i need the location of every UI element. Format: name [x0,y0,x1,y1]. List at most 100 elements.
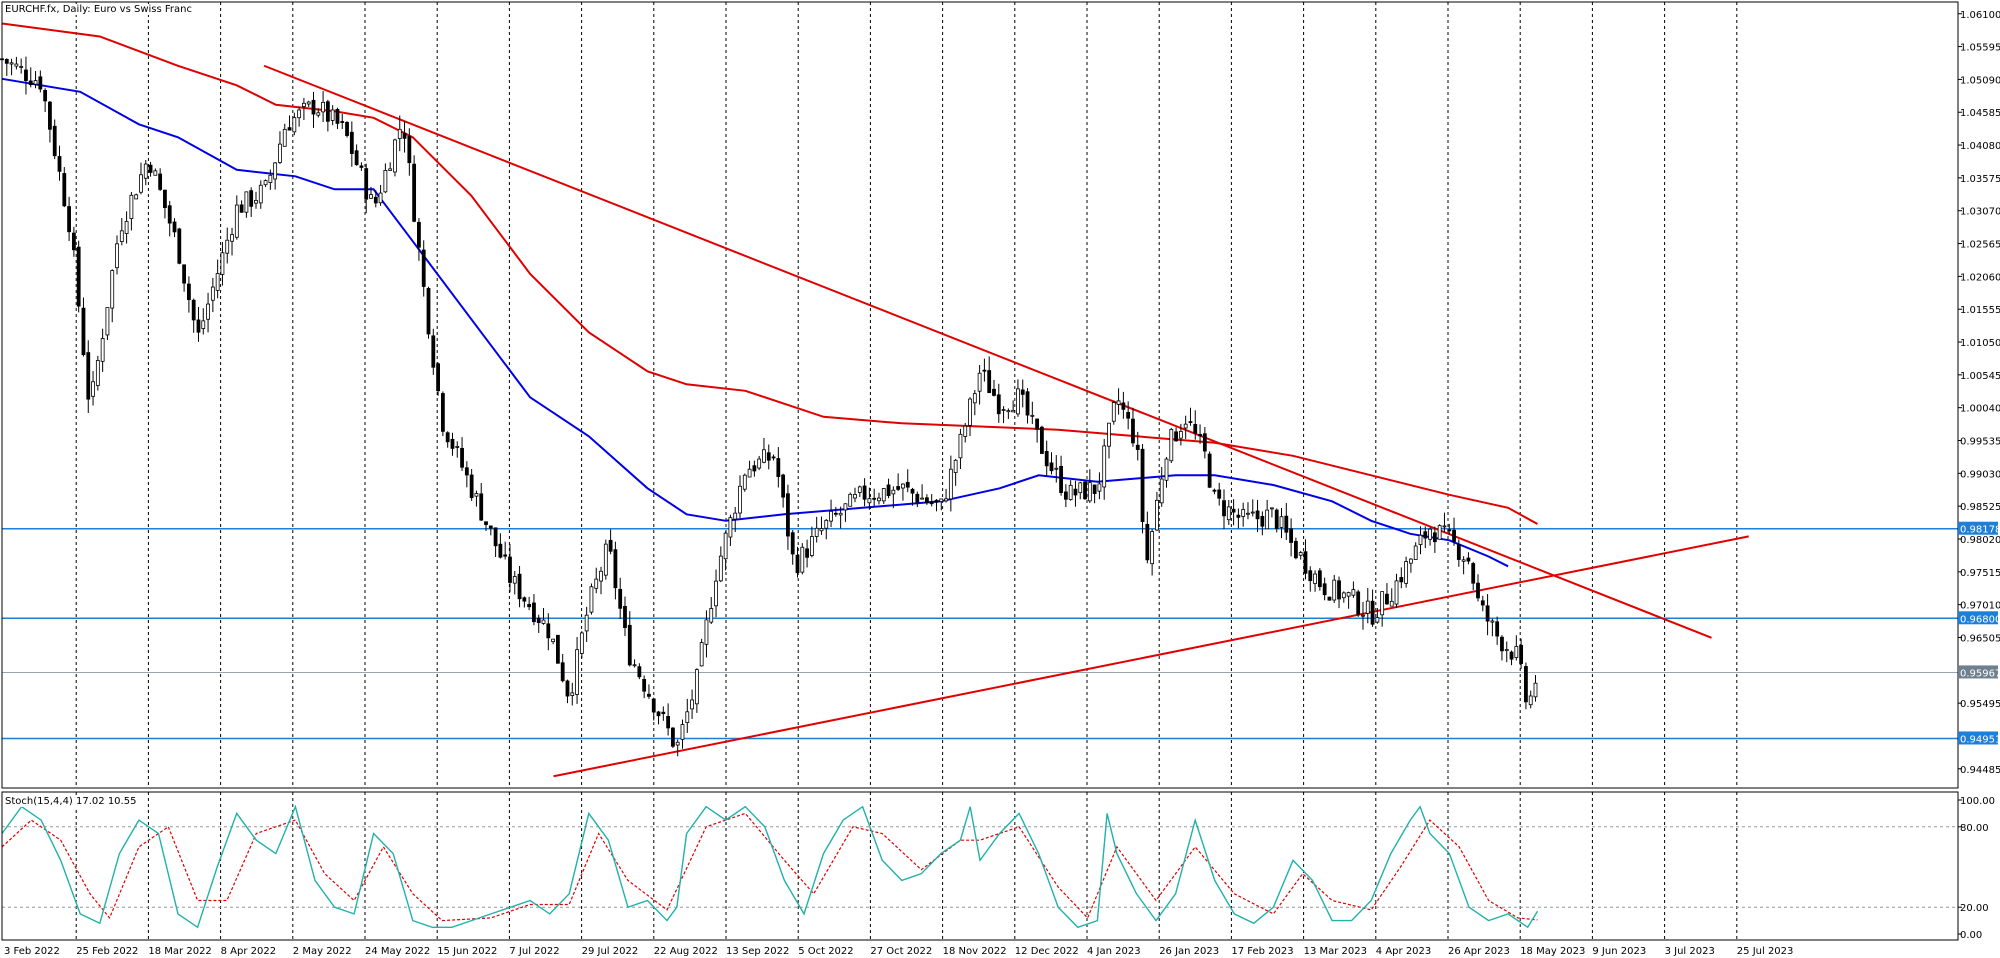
candle-body [1150,531,1155,565]
candle-body [52,125,57,157]
candle-body [95,360,100,386]
candle-body [1078,482,1083,494]
candle-body [723,532,728,560]
candle-body [1250,511,1255,514]
candle-body [1188,421,1193,423]
candle-body [1293,540,1298,559]
candle-body [915,493,920,503]
time-axis-label: 3 Feb 2022 [4,946,60,957]
stochastic-axis: 100.00 80.00 20.00 0.00 [1958,796,1995,941]
candle-body [733,512,738,520]
candle-body [1260,516,1265,527]
candle-body [1183,423,1188,429]
candle-body [1289,528,1294,543]
candle-body [469,474,474,499]
candle-body [1327,596,1332,601]
candle-body [690,699,694,710]
candle-body [1361,614,1365,617]
candle-body [1466,557,1471,562]
candle-body [1461,559,1466,562]
candle-body [805,548,809,558]
time-axis-label: 29 Jul 2022 [582,946,639,957]
candle-body [651,698,656,713]
candle-body [86,352,91,400]
candle-body [1063,491,1068,500]
stochastic-tick-label: 20.00 [1960,903,1989,914]
candle-body [369,194,373,199]
time-axis-label: 13 Sep 2022 [726,946,789,957]
candle-body [1016,388,1020,415]
candle-body [1020,389,1025,395]
candle-body [210,286,215,301]
candle-body [28,80,33,86]
stochastic-title: Stoch(15,4,4) 17.02 10.55 [5,796,137,807]
candle-body [1097,483,1102,492]
candle-body [666,716,671,729]
candle-body [1413,545,1418,560]
candle-body [268,174,273,183]
price-level-tag [1958,611,1998,625]
candle-body [1178,430,1183,439]
candle-body [800,546,805,573]
time-axis-label: 9 Jun 2023 [1592,946,1646,957]
candlesticks [0,56,1538,757]
candle-body [901,483,905,489]
candle-body [910,488,915,494]
candle-body [436,363,440,392]
candle-body [766,452,771,461]
time-axis-label: 27 Oct 2022 [870,946,932,957]
candle-body [57,156,62,172]
candle-body [139,174,143,193]
time-axis-label: 26 Jan 2023 [1159,946,1219,957]
candle-body [71,232,76,251]
candle-body [843,503,848,511]
candle-body [853,494,857,499]
candle-body [565,680,570,697]
candle-body [1193,424,1198,434]
time-axis-label: 17 Feb 2023 [1231,946,1293,957]
stochastic-tick-label: 0.00 [1960,930,1982,941]
candle-body [1533,682,1538,698]
candle-body [579,632,584,654]
candle-body [1040,426,1044,454]
candle-body [14,63,19,67]
candle-body [819,528,824,532]
candle-body [867,498,872,504]
candle-body [1126,411,1131,419]
candle-body [234,204,239,238]
candle-body [484,521,488,525]
candle-body [1135,444,1140,450]
candle-body [877,497,881,502]
time-axis-label: 5 Oct 2022 [798,946,853,957]
candle-body [445,432,450,443]
candle-body [809,536,814,556]
candle-body [1068,484,1073,500]
candle-body [354,150,359,166]
candle-body [1370,600,1375,625]
trendlines [263,64,1749,778]
candle-body [575,649,579,695]
price-tick-label: 1.03575 [1960,174,2000,185]
candle-body [1116,400,1121,405]
candle-body [599,570,603,582]
candle-body [714,580,718,607]
candle-body [282,128,287,147]
time-axis: 3 Feb 2022 25 Feb 2022 18 Mar 2022 8 Apr 20… [4,946,1793,957]
candle-body [1447,529,1452,532]
candle-body [24,69,28,81]
chart-title: EURCHF.fx, Daily: Euro vs Swiss Franc [5,4,192,15]
candle-body [412,163,417,222]
trendline [263,64,1712,639]
candle-body [1246,512,1250,515]
candle-body [345,122,349,136]
price-tick-label: 1.02565 [1960,240,2000,251]
candle-body [1471,563,1476,584]
price-axis: 1.06100 1.05595 1.05090 1.04585 1.04080 1.035… [1958,10,2000,776]
price-tick-label: 0.97515 [1960,568,2000,579]
candle-body [148,164,153,173]
candle-body [479,493,484,521]
candle-body [786,493,790,537]
candle-body [1265,509,1270,530]
candle-body [201,320,206,329]
